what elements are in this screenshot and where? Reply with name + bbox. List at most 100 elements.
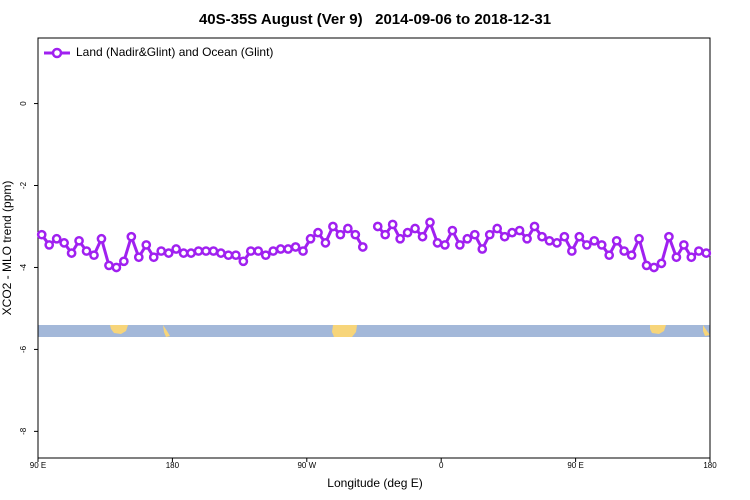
map-strip (38, 325, 710, 337)
y-tick-label: -6 (19, 345, 28, 353)
data-point (328, 221, 338, 232)
data-point (290, 242, 301, 252)
chart-title: 40S-35S August (Ver 9) 2014-09-06 to 201… (199, 11, 551, 28)
land (163, 325, 170, 337)
data-point (679, 240, 689, 250)
data-point (641, 260, 652, 271)
data-point (589, 235, 600, 246)
land (703, 325, 710, 336)
data-point (283, 244, 293, 254)
data-point (387, 219, 398, 230)
data-point (462, 233, 473, 244)
data-point (529, 221, 540, 232)
data-point (395, 233, 405, 244)
data-point (268, 246, 279, 256)
data-point (44, 240, 55, 250)
data-point (201, 246, 211, 256)
land (650, 325, 666, 334)
data-point (425, 217, 435, 228)
data-point (81, 246, 92, 256)
data-point (104, 260, 114, 271)
legend-marker (51, 47, 63, 59)
data-point (544, 235, 555, 246)
data-point (59, 238, 69, 248)
data-point (36, 229, 47, 240)
x-tick-label: 0 (439, 461, 444, 470)
data-point (141, 240, 152, 250)
data-point (260, 250, 271, 261)
data-point (126, 231, 137, 242)
data-point (231, 250, 241, 261)
data-point (372, 221, 383, 232)
data-point (701, 248, 712, 258)
data-point (163, 248, 174, 258)
data-point (693, 246, 704, 256)
data-point (186, 248, 196, 258)
data-point (223, 250, 234, 261)
data-point (686, 252, 697, 263)
data-point (634, 233, 644, 244)
data-point (410, 223, 420, 234)
data-point (484, 229, 495, 240)
data-point (581, 240, 592, 250)
data-point (133, 252, 144, 263)
data-point (74, 235, 84, 246)
data-point (402, 227, 413, 238)
data-point (514, 225, 525, 236)
data-point (499, 231, 510, 242)
data-point (178, 248, 189, 258)
data-point (380, 229, 391, 240)
data-point (626, 250, 637, 261)
data-point (596, 240, 607, 250)
data-point (171, 244, 181, 254)
data-point (432, 238, 443, 248)
data-point (253, 246, 264, 256)
data-point (649, 262, 659, 273)
data-point (343, 223, 353, 234)
data-point (89, 250, 99, 261)
data-point (66, 248, 77, 258)
data-point (350, 229, 361, 240)
data-point (440, 240, 450, 250)
data-point (193, 246, 204, 256)
data-point (275, 244, 286, 254)
data-point (111, 262, 122, 273)
plot-frame (37, 37, 711, 459)
data-point (559, 231, 570, 242)
data-point (552, 238, 562, 248)
data-point (119, 256, 129, 267)
land (110, 325, 128, 334)
data-point (313, 227, 323, 238)
x-tick-label: 90 E (30, 461, 46, 470)
data-point (671, 252, 682, 263)
y-tick-label: -8 (19, 427, 28, 435)
y-tick-label: -4 (19, 263, 28, 271)
y-tick-label: -2 (19, 181, 28, 189)
data-point (51, 233, 62, 244)
data-point (537, 231, 547, 242)
data-point (208, 246, 219, 256)
y-axis-label: XCO2 - MLO trend (ppm) (0, 181, 14, 316)
data-point (656, 258, 667, 269)
y-tick-label: 0 (19, 101, 28, 106)
data-point (96, 233, 107, 244)
x-axis-label: Longitude (deg E) (327, 476, 422, 490)
data-point (664, 231, 674, 242)
data-point (335, 229, 346, 240)
data-point (477, 244, 488, 254)
data-point (619, 246, 629, 256)
data-point (238, 256, 249, 267)
x-tick-label: 90 E (567, 461, 583, 470)
data-point (447, 225, 458, 236)
data-point (245, 246, 256, 256)
data-point (567, 246, 577, 256)
data-point (507, 227, 517, 238)
data-point (522, 233, 532, 244)
data-point (357, 242, 368, 252)
x-tick-label: 90 W (297, 461, 316, 470)
x-tick-label: 180 (703, 461, 717, 470)
data-point (604, 250, 615, 261)
land (332, 325, 357, 337)
